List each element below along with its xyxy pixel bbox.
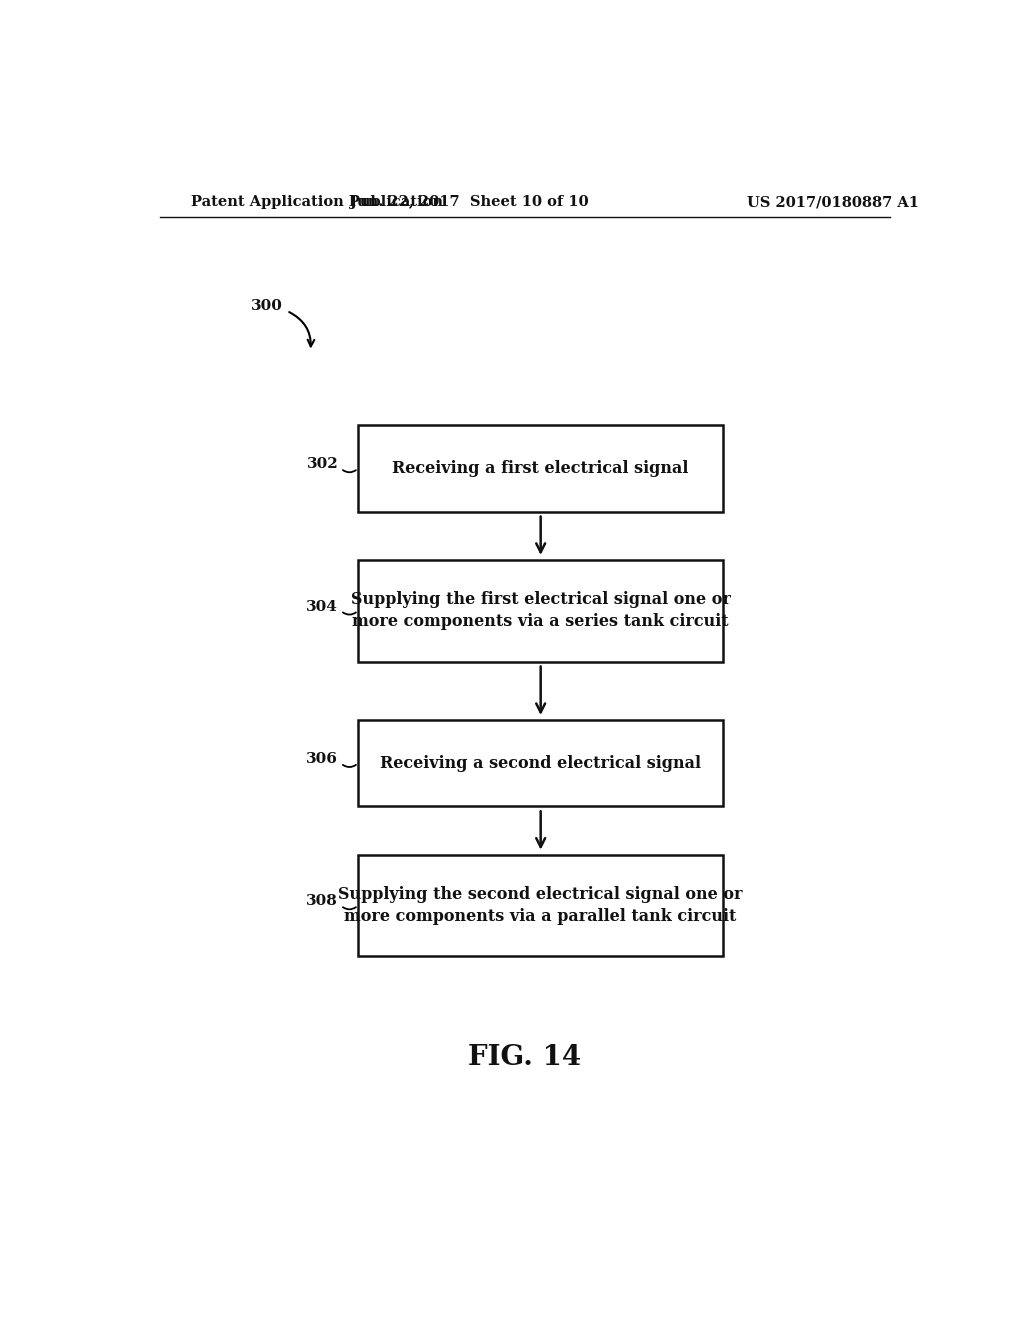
Text: US 2017/0180887 A1: US 2017/0180887 A1 xyxy=(748,195,919,209)
Text: 302: 302 xyxy=(306,457,338,471)
Text: Supplying the second electrical signal one or
more components via a parallel tan: Supplying the second electrical signal o… xyxy=(338,886,743,925)
Bar xyxy=(358,560,723,661)
Text: FIG. 14: FIG. 14 xyxy=(468,1044,582,1072)
Text: 308: 308 xyxy=(306,895,338,908)
Bar xyxy=(358,719,723,807)
Text: Receiving a first electrical signal: Receiving a first electrical signal xyxy=(392,459,689,477)
Bar xyxy=(358,854,723,956)
Text: Jun. 22, 2017  Sheet 10 of 10: Jun. 22, 2017 Sheet 10 of 10 xyxy=(350,195,589,209)
Text: Supplying the first electrical signal one or
more components via a series tank c: Supplying the first electrical signal on… xyxy=(351,591,730,630)
Text: 304: 304 xyxy=(306,599,338,614)
Text: Receiving a second electrical signal: Receiving a second electrical signal xyxy=(380,755,701,772)
Text: Patent Application Publication: Patent Application Publication xyxy=(191,195,443,209)
Bar xyxy=(358,425,723,512)
Text: 300: 300 xyxy=(251,298,283,313)
Text: 306: 306 xyxy=(306,752,338,766)
